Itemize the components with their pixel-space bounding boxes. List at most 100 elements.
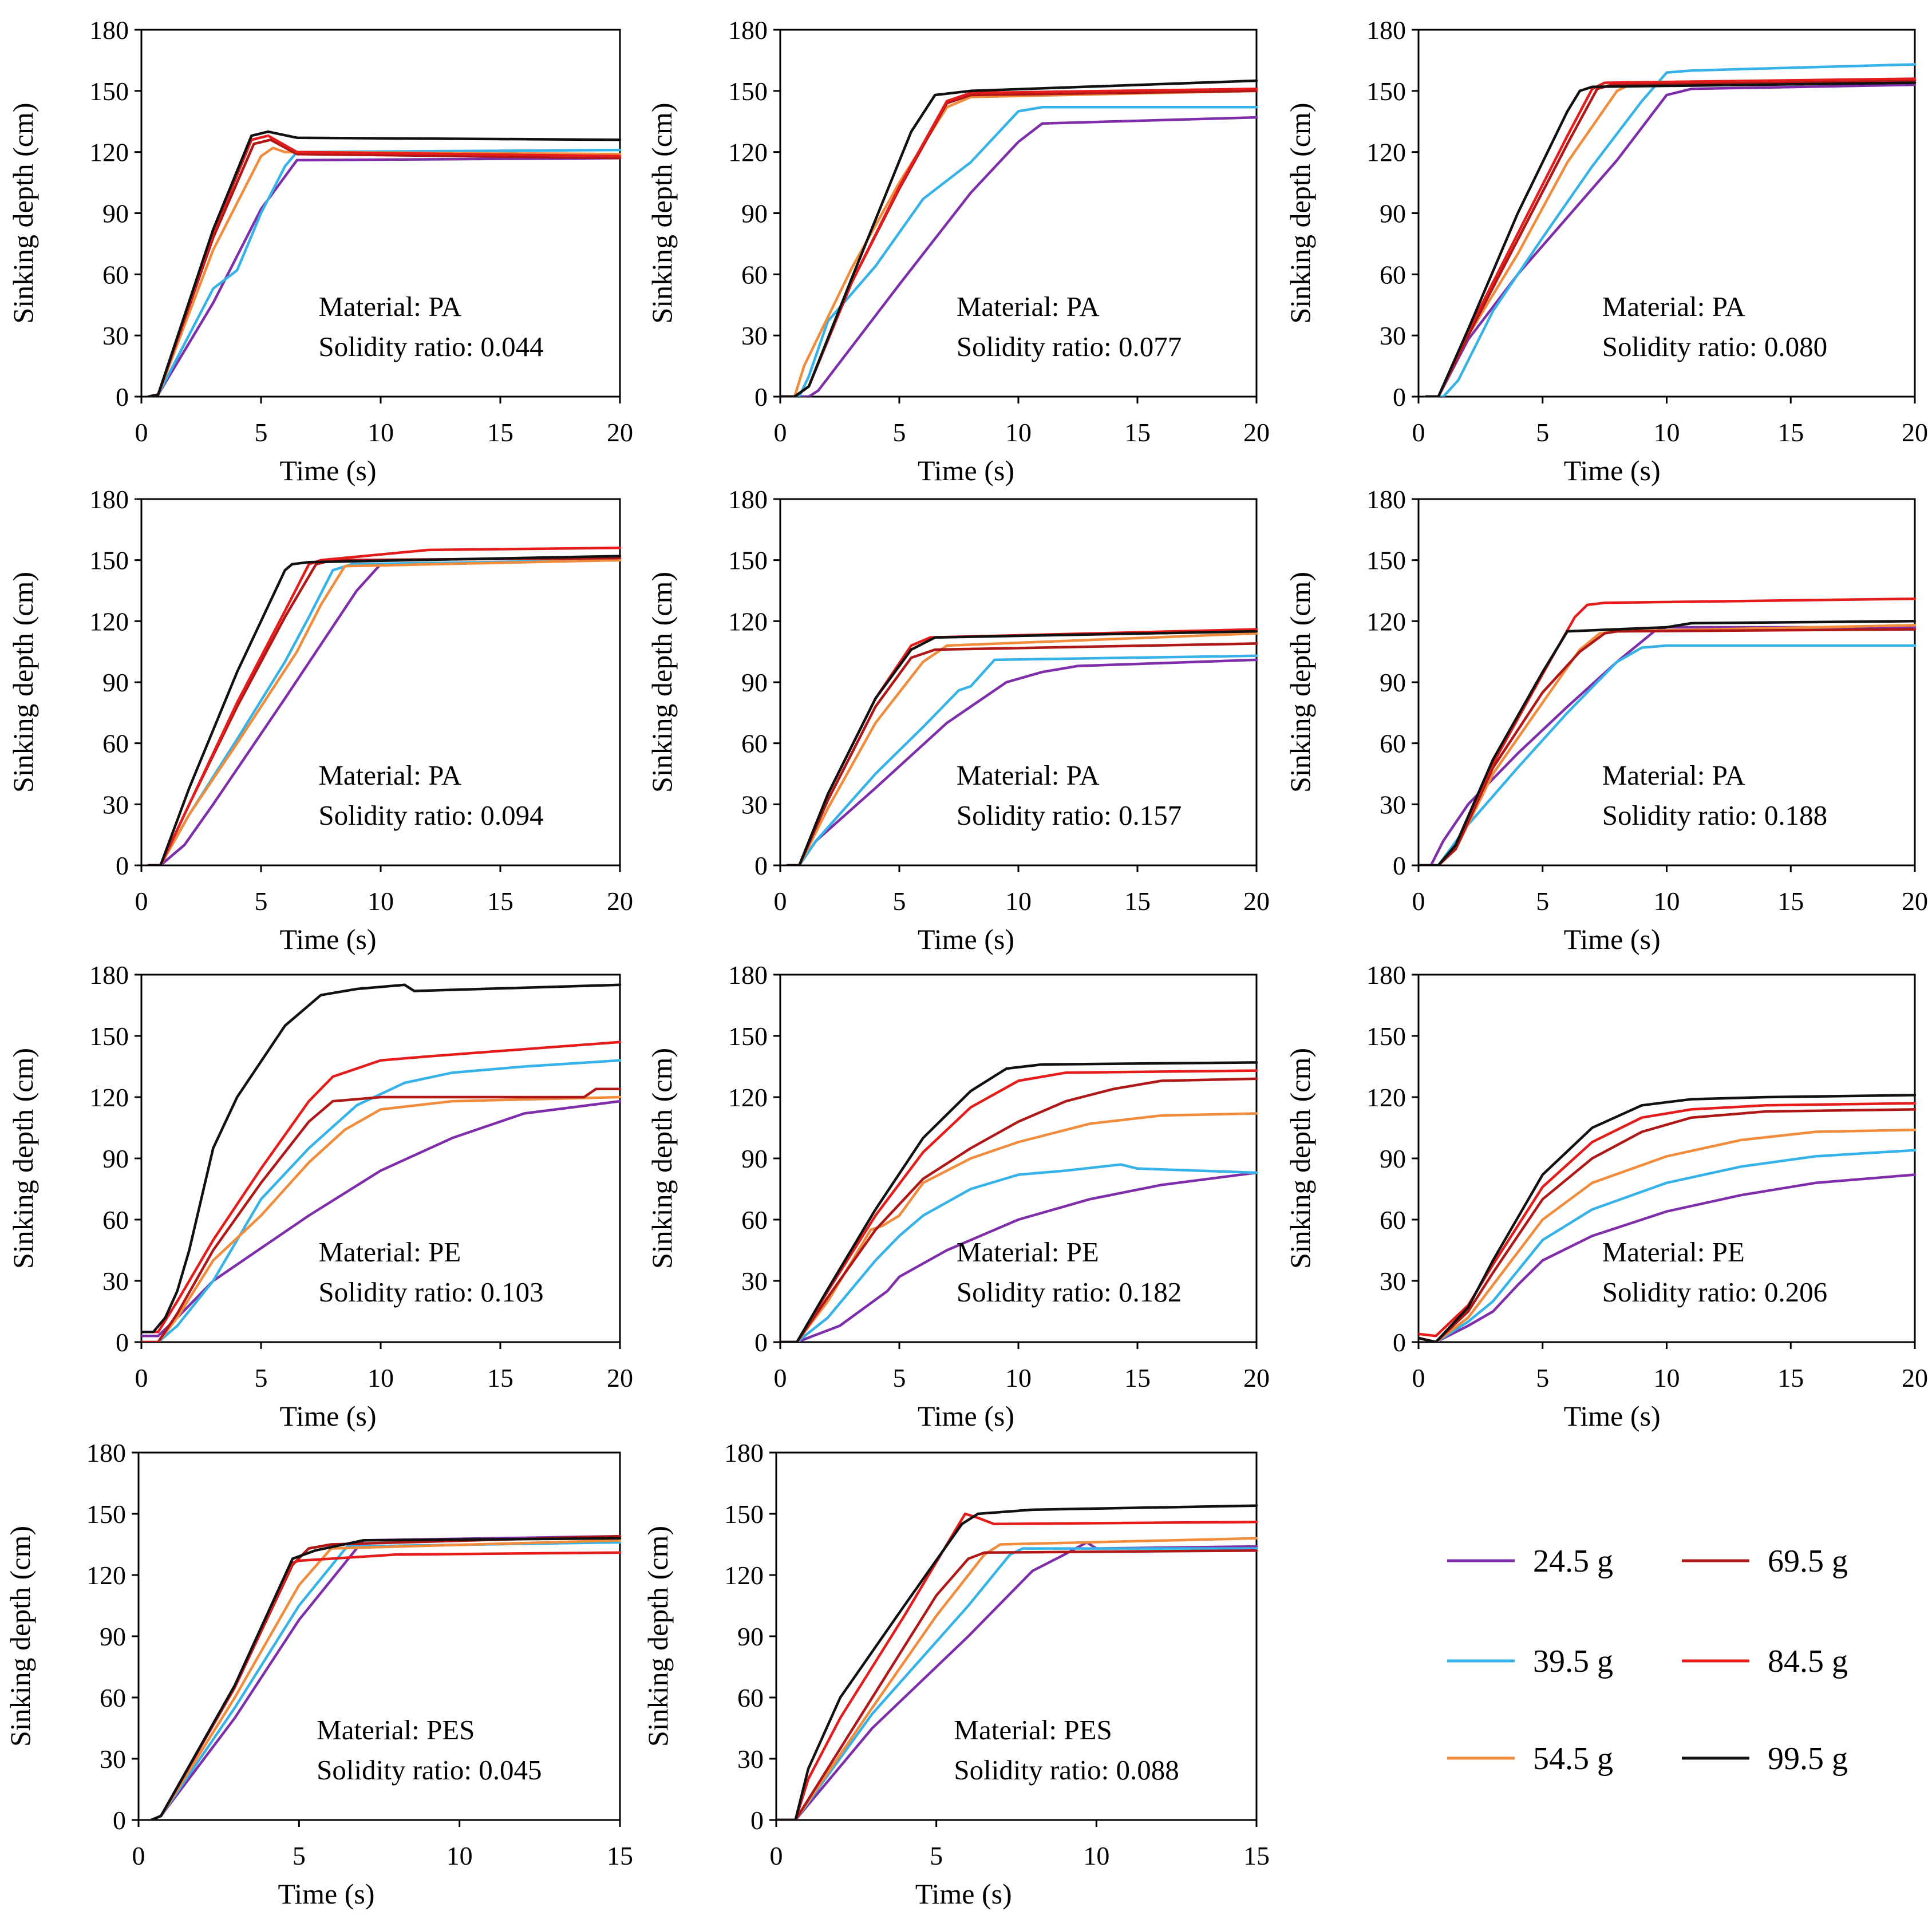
y-tick-label: 120 bbox=[86, 1561, 126, 1590]
series-line-m99 bbox=[141, 983, 622, 1334]
x-tick-label: 20 bbox=[607, 418, 633, 447]
y-tick-label: 30 bbox=[741, 321, 768, 350]
x-tick-label: 0 bbox=[774, 418, 787, 447]
series-line-m24 bbox=[1419, 1173, 1917, 1342]
y-tick-label: 180 bbox=[89, 485, 129, 514]
x-tick-label: 10 bbox=[1083, 1841, 1109, 1870]
x-tick-label: 15 bbox=[487, 1363, 513, 1392]
y-tick-label: 180 bbox=[86, 1438, 126, 1467]
x-tick-label: 5 bbox=[893, 418, 906, 447]
y-tick-label: 0 bbox=[116, 1328, 129, 1357]
x-axis-label: Time (s) bbox=[918, 454, 1014, 486]
y-axis-label: Sinking depth (cm) bbox=[646, 1048, 678, 1269]
series-line-m99 bbox=[780, 1061, 1258, 1342]
x-tick-label: 0 bbox=[1412, 1363, 1425, 1392]
x-tick-label: 0 bbox=[770, 1841, 783, 1870]
x-axis-label: Time (s) bbox=[915, 1878, 1012, 1910]
x-tick-label: 20 bbox=[1243, 887, 1270, 916]
y-tick-label: 120 bbox=[724, 1561, 764, 1590]
legend-label: 99.5 g bbox=[1768, 1741, 1848, 1776]
solidity-annotation: Solidity ratio: 0.045 bbox=[317, 1754, 542, 1786]
series-line-m54 bbox=[786, 632, 1258, 865]
x-tick-label: 20 bbox=[607, 1363, 633, 1392]
y-tick-label: 30 bbox=[741, 1267, 768, 1296]
chart-panel-8: 0 30 60 90 120 150 180 0 5 10 15 20 Time (s) Sinking … bbox=[646, 960, 1270, 1432]
x-axis-label: Time (s) bbox=[918, 923, 1014, 955]
y-tick-label: 30 bbox=[1380, 321, 1406, 350]
y-tick-label: 90 bbox=[102, 668, 129, 697]
x-tick-label: 0 bbox=[135, 1363, 148, 1392]
y-tick-label: 180 bbox=[1366, 15, 1406, 45]
y-tick-label: 0 bbox=[754, 851, 768, 880]
material-annotation: Material: PE bbox=[318, 1236, 461, 1268]
x-tick-label: 5 bbox=[1536, 887, 1549, 916]
chart-panel-7: 0 30 60 90 120 150 180 0 5 10 15 20 Time (s) Sinking … bbox=[7, 960, 633, 1432]
series-line-m99 bbox=[1424, 81, 1917, 397]
chart-panel-9: 0 30 60 90 120 150 180 0 5 10 15 20 Time (s) Sinking … bbox=[1284, 960, 1928, 1432]
y-tick-label: 150 bbox=[89, 77, 129, 106]
y-axis-label: Sinking depth (cm) bbox=[4, 1526, 36, 1747]
series-line-m54 bbox=[780, 89, 1258, 397]
x-tick-label: 15 bbox=[1124, 1363, 1151, 1392]
x-tick-label: 20 bbox=[607, 887, 633, 916]
chart-panel-5: 0 30 60 90 120 150 180 0 5 10 15 20 Time (s) Sinking … bbox=[646, 485, 1270, 955]
y-tick-label: 180 bbox=[89, 15, 129, 45]
series-line-m84 bbox=[147, 547, 622, 865]
legend-label: 84.5 g bbox=[1768, 1644, 1848, 1679]
series-line-m39 bbox=[780, 1163, 1258, 1342]
y-tick-label: 150 bbox=[728, 1022, 768, 1051]
x-tick-label: 15 bbox=[1777, 1363, 1804, 1392]
x-tick-label: 5 bbox=[930, 1841, 943, 1870]
x-tick-label: 10 bbox=[1654, 418, 1680, 447]
material-annotation: Material: PES bbox=[954, 1714, 1112, 1746]
series-line-m84 bbox=[1419, 1102, 1917, 1338]
y-axis-label: Sinking depth (cm) bbox=[646, 572, 678, 793]
material-annotation: Material: PA bbox=[957, 291, 1100, 322]
x-tick-label: 5 bbox=[255, 887, 268, 916]
chart-panel-1: 0 30 60 90 120 150 180 0 5 10 15 20 Time (s) Sinking … bbox=[7, 15, 633, 486]
x-tick-label: 5 bbox=[1536, 1363, 1549, 1392]
x-tick-label: 10 bbox=[1005, 418, 1032, 447]
series-line-m54 bbox=[780, 1112, 1258, 1342]
series-line-m99 bbox=[150, 1537, 622, 1820]
x-tick-label: 15 bbox=[1124, 887, 1151, 916]
legend-item-m24: 24.5 g bbox=[1447, 1544, 1613, 1579]
legend-item-m99: 99.5 g bbox=[1682, 1741, 1848, 1776]
y-tick-label: 150 bbox=[728, 546, 768, 575]
y-tick-label: 60 bbox=[741, 260, 768, 289]
solidity-annotation: Solidity ratio: 0.094 bbox=[318, 800, 543, 831]
material-annotation: Material: PE bbox=[1602, 1236, 1745, 1268]
x-tick-label: 15 bbox=[1777, 887, 1804, 916]
y-tick-label: 120 bbox=[728, 607, 768, 636]
chart-panel-6: 0 30 60 90 120 150 180 0 5 10 15 20 Time (s) Sinking … bbox=[1284, 485, 1928, 955]
y-tick-label: 180 bbox=[728, 15, 768, 45]
y-tick-label: 150 bbox=[89, 546, 129, 575]
legend-label: 69.5 g bbox=[1768, 1544, 1848, 1579]
series-line-m24 bbox=[776, 1541, 1258, 1820]
series-line-m69 bbox=[141, 1087, 622, 1342]
x-tick-label: 5 bbox=[255, 418, 268, 447]
x-tick-label: 0 bbox=[1412, 418, 1425, 447]
x-tick-label: 0 bbox=[1412, 887, 1425, 916]
y-tick-label: 60 bbox=[1380, 260, 1406, 289]
x-tick-label: 0 bbox=[135, 418, 148, 447]
y-axis-label: Sinking depth (cm) bbox=[7, 1048, 39, 1269]
y-tick-label: 30 bbox=[102, 321, 129, 350]
y-tick-label: 0 bbox=[1393, 851, 1406, 880]
x-tick-label: 20 bbox=[1902, 887, 1928, 916]
y-tick-label: 0 bbox=[116, 382, 129, 411]
x-tick-label: 15 bbox=[1777, 418, 1804, 447]
y-tick-label: 60 bbox=[1380, 1205, 1406, 1234]
series-line-m69 bbox=[1419, 1108, 1917, 1342]
y-tick-label: 150 bbox=[728, 77, 768, 106]
x-tick-label: 10 bbox=[1005, 1363, 1032, 1392]
series-line-m39 bbox=[1419, 1149, 1917, 1342]
x-tick-label: 20 bbox=[1902, 418, 1928, 447]
solidity-annotation: Solidity ratio: 0.157 bbox=[957, 800, 1182, 831]
y-tick-label: 30 bbox=[1380, 790, 1406, 819]
y-tick-label: 180 bbox=[728, 960, 768, 990]
solidity-annotation: Solidity ratio: 0.206 bbox=[1602, 1276, 1827, 1308]
series-line-m24 bbox=[780, 1171, 1258, 1342]
y-tick-label: 180 bbox=[724, 1438, 764, 1467]
